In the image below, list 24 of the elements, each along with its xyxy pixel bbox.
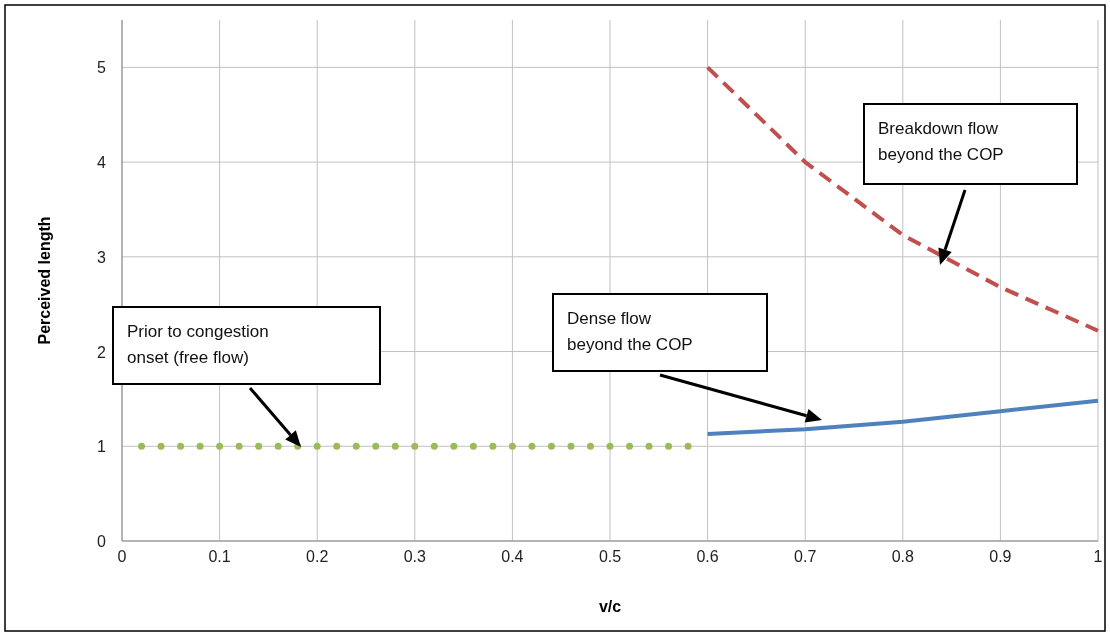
x-tick-label: 0.4 bbox=[501, 548, 524, 565]
line-series bbox=[705, 398, 1100, 436]
x-tick-label: 1 bbox=[1093, 548, 1103, 565]
y-tick-label: 1 bbox=[97, 438, 107, 456]
x-tick-label: 0.2 bbox=[306, 548, 329, 565]
x-tick-label: 0.7 bbox=[794, 548, 817, 565]
x-tick-label: 0.8 bbox=[891, 548, 915, 565]
y-tick-label: 4 bbox=[97, 154, 107, 172]
y-tick-label: 2 bbox=[97, 343, 107, 361]
x-tick-label: 0.6 bbox=[696, 548, 719, 565]
x-tick-label: 0 bbox=[117, 548, 127, 565]
x-tick-label: 0.9 bbox=[989, 548, 1012, 565]
line-series bbox=[705, 65, 1100, 333]
y-tick-label: 0 bbox=[97, 533, 107, 550]
annotation: Prior to congestion onset (free flow) bbox=[127, 322, 269, 367]
annotation: Dense flow beyond the COP bbox=[567, 309, 693, 354]
y-axis-title: Perceived length bbox=[36, 216, 53, 345]
x-axis-title: v/c bbox=[598, 598, 622, 615]
y-tick-label: 3 bbox=[97, 248, 107, 266]
x-tick-label: 0.3 bbox=[403, 548, 427, 565]
y-tick-label: 5 bbox=[97, 59, 107, 77]
annotation: Breakdown flow beyond the COP bbox=[878, 119, 1004, 164]
x-tick-label: 0.5 bbox=[598, 548, 622, 565]
x-tick-label: 0.1 bbox=[208, 548, 231, 565]
